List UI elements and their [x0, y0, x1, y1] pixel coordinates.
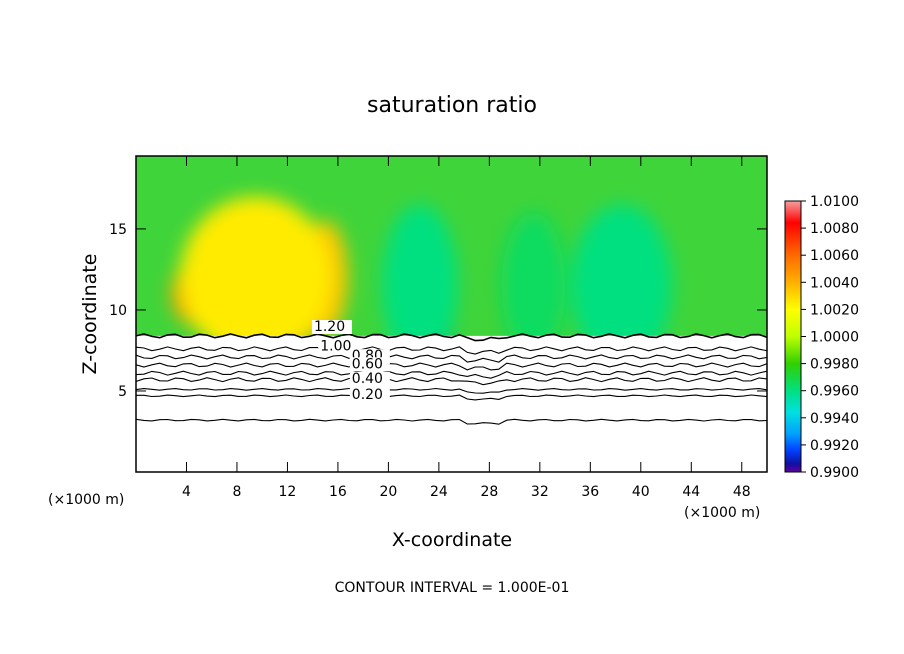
x-tick-label: 40 — [632, 484, 650, 500]
colorbar-tick-label: 0.9900 — [810, 465, 859, 481]
colorbar-tick-label: 0.9940 — [810, 411, 859, 427]
colorbar-tick-label: 1.0080 — [810, 221, 859, 237]
contour-labels: 1.201.000.800.600.400.20 — [311, 319, 390, 403]
y-tick-label: 15 — [109, 222, 127, 238]
contour-label-bg — [349, 357, 390, 372]
contour-line — [136, 333, 767, 342]
colorbar-tick-label: 0.9980 — [810, 357, 859, 373]
field-blob — [180, 196, 332, 359]
x-tick-label: 36 — [581, 484, 599, 500]
colorbar — [784, 200, 802, 473]
colorbar-tick-label: 1.0020 — [810, 302, 859, 318]
contour-lines — [136, 333, 767, 425]
y-tick-label: 10 — [109, 303, 127, 319]
x-axis-label: X-coordinate — [392, 529, 512, 551]
contour-label-bg — [349, 371, 390, 386]
x-tick-label: 24 — [430, 484, 448, 500]
colorbar-tick-label: 1.0040 — [810, 275, 859, 291]
y-axis-unit: (×1000 m) — [48, 492, 124, 508]
plot-frame — [135, 155, 768, 473]
colorbar-ticks: 1.0100 1.0080 1.0060 1.0040 1.0020 1.0000 0.99… — [801, 194, 859, 481]
contour-label: 0.40 — [352, 371, 383, 387]
chart-title: saturation ratio — [367, 93, 537, 118]
y-tick-label: 5 — [118, 384, 127, 400]
stable-layer — [136, 335, 767, 472]
x-tick-label: 16 — [329, 484, 347, 500]
contour-line — [136, 394, 767, 401]
contour-label-bg — [318, 339, 359, 354]
contour-line — [136, 370, 767, 379]
contour-interval-note: CONTOUR INTERVAL = 1.000E-01 — [335, 580, 570, 596]
y-axis-ticks: 5 10 15 — [109, 222, 767, 400]
contour-label-bg — [349, 388, 390, 403]
contour-label-bg — [311, 320, 352, 335]
y-axis-label: Z-coordinate — [79, 254, 101, 375]
contour-line — [136, 362, 767, 371]
x-axis-ticks: 4 8 12 16 20 24 28 32 36 40 44 48 — [182, 156, 751, 500]
colorbar-tick-label: 0.9960 — [810, 384, 859, 400]
x-tick-label: 44 — [682, 484, 700, 500]
plot-area: 1.201.000.800.600.400.20 — [136, 156, 767, 472]
contour-line — [136, 354, 767, 363]
field-blob — [382, 204, 458, 367]
contour-label: 0.60 — [352, 356, 383, 372]
x-tick-label: 20 — [379, 484, 397, 500]
x-tick-label: 8 — [232, 484, 241, 500]
contour-line — [136, 418, 767, 425]
contour-label: 1.00 — [320, 338, 351, 354]
x-axis-unit: (×1000 m) — [684, 505, 760, 521]
field-blob — [571, 204, 673, 367]
x-tick-label: 32 — [531, 484, 549, 500]
colorbar-tick-label: 1.0000 — [810, 330, 859, 346]
colorbar-tick-label: 0.9920 — [810, 438, 859, 454]
contour-line — [136, 377, 767, 386]
contour-label: 0.20 — [352, 387, 383, 403]
x-tick-label: 48 — [733, 484, 751, 500]
contour-line — [136, 387, 767, 394]
x-tick-label: 28 — [480, 484, 498, 500]
field-blob — [501, 212, 566, 359]
colorbar-tick-label: 1.0100 — [810, 194, 859, 210]
x-tick-label: 12 — [279, 484, 297, 500]
x-tick-label: 4 — [182, 484, 191, 500]
contour-label: 1.20 — [314, 319, 345, 335]
contour-line — [136, 346, 767, 355]
colorbar-tick-label: 1.0060 — [810, 248, 859, 264]
